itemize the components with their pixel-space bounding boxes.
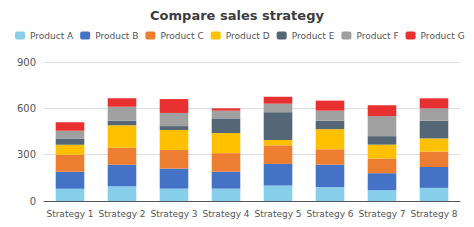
svg-text:Strategy 5: Strategy 5 xyxy=(254,209,301,219)
svg-text:Compare sales strategy: Compare sales strategy xyxy=(150,8,324,23)
svg-text:Strategy 4: Strategy 4 xyxy=(202,209,249,219)
svg-text:Product B: Product B xyxy=(95,31,138,41)
svg-text:Product F: Product F xyxy=(356,31,398,41)
svg-text:0: 0 xyxy=(30,196,36,207)
svg-text:Product G: Product G xyxy=(421,31,465,41)
svg-text:Strategy 6: Strategy 6 xyxy=(306,209,353,219)
svg-text:Product D: Product D xyxy=(226,31,270,41)
svg-text:Strategy 2: Strategy 2 xyxy=(98,209,145,219)
svg-text:Strategy 8: Strategy 8 xyxy=(410,209,457,219)
svg-text:Product E: Product E xyxy=(292,31,335,41)
svg-text:Strategy 3: Strategy 3 xyxy=(150,209,197,219)
svg-text:Product A: Product A xyxy=(30,31,74,41)
svg-text:Product C: Product C xyxy=(160,31,203,41)
svg-text:300: 300 xyxy=(17,149,36,160)
svg-text:Strategy 7: Strategy 7 xyxy=(358,209,405,219)
svg-text:Strategy 1: Strategy 1 xyxy=(46,209,93,219)
svg-text:900: 900 xyxy=(17,57,36,68)
svg-text:600: 600 xyxy=(17,103,36,114)
